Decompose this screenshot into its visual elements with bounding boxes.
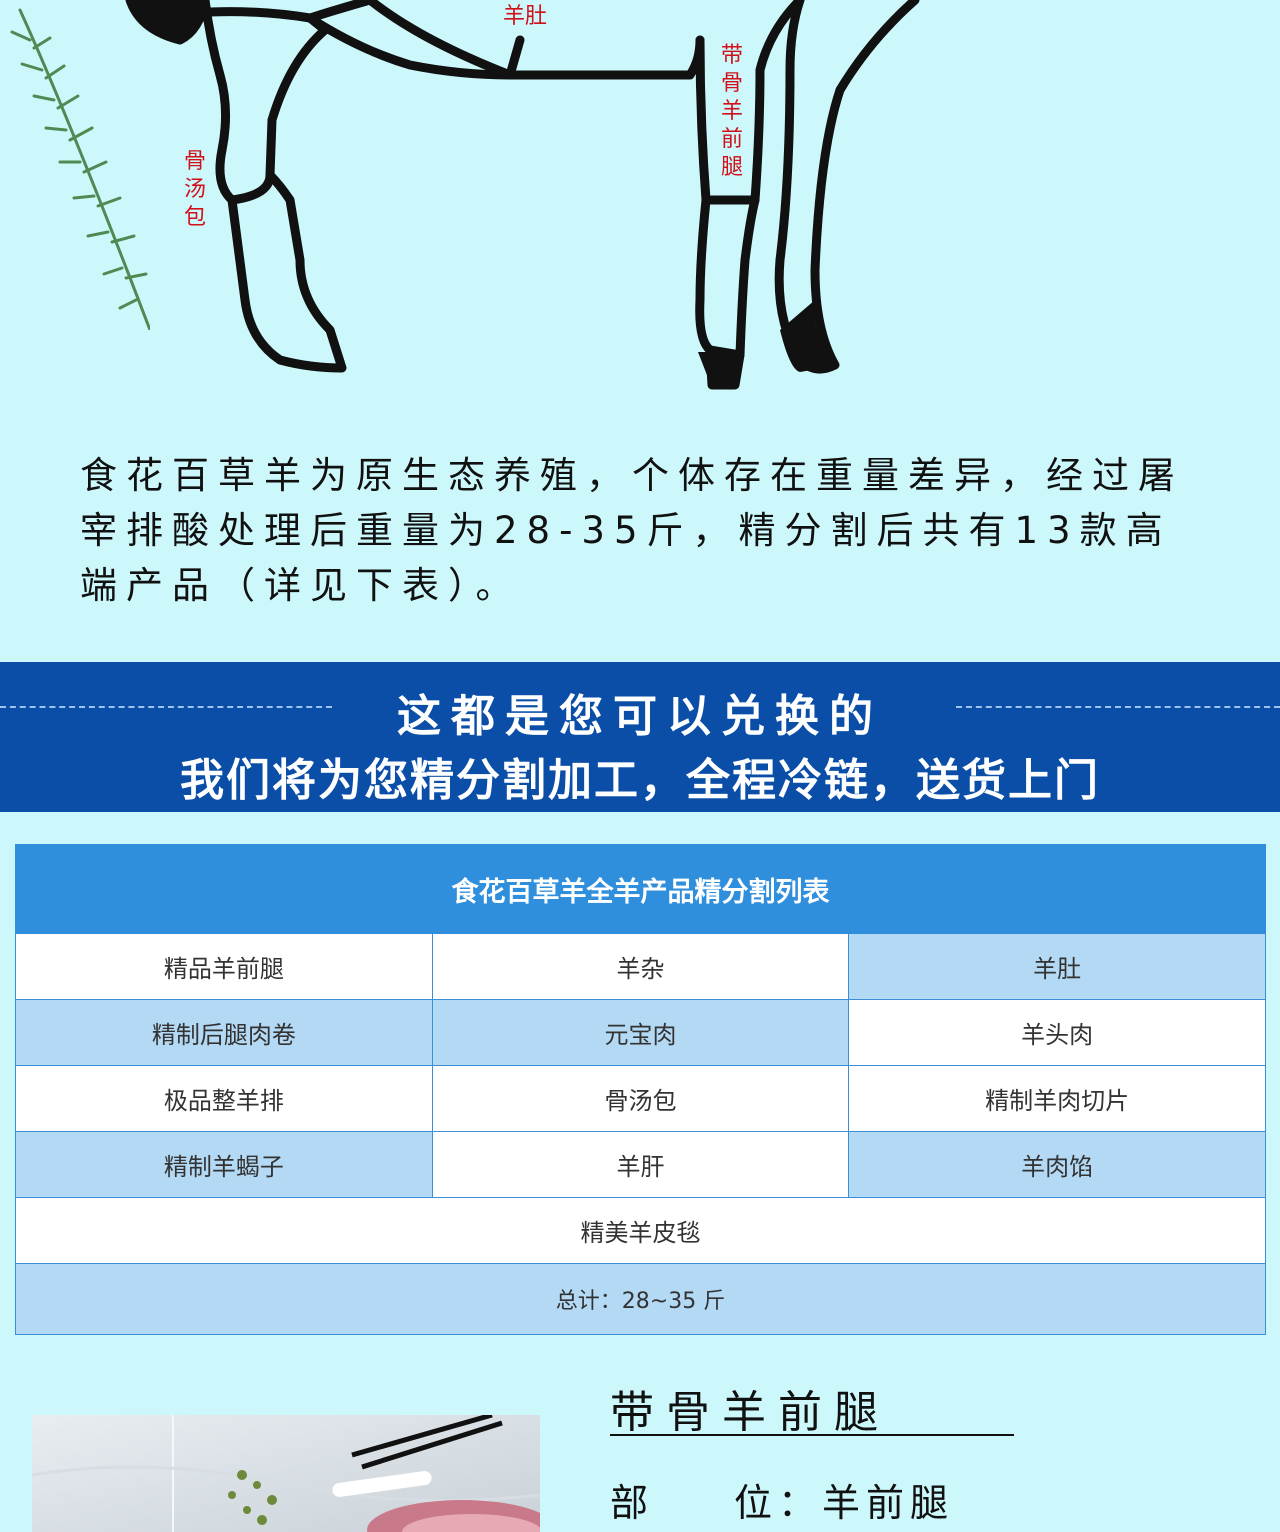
product-cut-table: 食花百草羊全羊产品精分割列表 精品羊前腿 羊杂 羊肚 精制后腿肉卷 元宝肉 羊头… — [15, 844, 1266, 1335]
table-header-row: 食花百草羊全羊产品精分割列表 — [15, 844, 1266, 934]
label-front-leg: 带骨羊前腿 — [720, 43, 743, 180]
table-cell: 精制羊蝎子 — [15, 1131, 433, 1198]
table-row: 精制羊蝎子 羊肝 羊肉馅 — [15, 1131, 1266, 1198]
product-title: 带骨羊前腿 — [610, 1387, 890, 1438]
part-value: 羊前腿 — [822, 1481, 955, 1525]
product-title-underline — [610, 1434, 1014, 1436]
product-part-line: 部 位：羊前腿 — [610, 1472, 954, 1527]
table-cell: 精品羊前腿 — [15, 933, 433, 1000]
table-row: 精美羊皮毯 — [15, 1197, 1266, 1264]
banner-dash-left — [0, 706, 332, 708]
table-title: 食花百草羊全羊产品精分割列表 — [15, 844, 1266, 934]
table-cell: 羊肉馅 — [848, 1131, 1266, 1198]
table-cell: 羊肚 — [848, 933, 1266, 1000]
table-total-row: 总计：28~35 斤 — [15, 1263, 1266, 1335]
table-cell: 精制后腿肉卷 — [15, 999, 433, 1066]
exchange-banner: 这都是您可以兑换的 我们将为您精分割加工，全程冷链，送货上门 — [0, 662, 1280, 812]
table-total: 总计：28~35 斤 — [15, 1263, 1266, 1335]
table-cell: 骨汤包 — [431, 1065, 850, 1132]
lamb-leg-photo-illustration — [32, 1415, 540, 1532]
table-cell: 精制羊肉切片 — [848, 1065, 1266, 1132]
table-row: 极品整羊排 骨汤包 精制羊肉切片 — [15, 1065, 1266, 1132]
part-label-2: 位： — [734, 1481, 823, 1525]
label-belly: 羊肚 — [503, 4, 548, 29]
table-cell: 极品整羊排 — [15, 1065, 433, 1132]
table-cell: 羊杂 — [431, 933, 850, 1000]
product-photo — [32, 1415, 540, 1532]
sheep-cut-diagram: 羊肚 带骨羊前腿 骨汤包 — [0, 0, 1280, 420]
table-cell: 元宝肉 — [431, 999, 850, 1066]
label-soup-pack: 骨汤包 — [183, 149, 206, 230]
part-label: 部 — [610, 1481, 655, 1525]
intro-paragraph: 食花百草羊为原生态养殖，个体存在重量差异，经过屠宰排酸处理后重量为28-35斤，… — [80, 454, 1184, 607]
table-cell: 羊肝 — [431, 1131, 850, 1198]
sheep-outline-drawing — [125, 0, 920, 390]
table-cell-full: 精美羊皮毯 — [15, 1197, 1266, 1264]
table-row: 精制后腿肉卷 元宝肉 羊头肉 — [15, 999, 1266, 1066]
banner-title: 这都是您可以兑换的 — [397, 691, 883, 742]
banner-dash-right — [956, 706, 1280, 708]
table-row: 精品羊前腿 羊杂 羊肚 — [15, 933, 1266, 1000]
table-cell: 羊头肉 — [848, 999, 1266, 1066]
herb-sprig-decoration — [10, 8, 150, 330]
banner-subtitle: 我们将为您精分割加工，全程冷链，送货上门 — [180, 755, 1100, 806]
